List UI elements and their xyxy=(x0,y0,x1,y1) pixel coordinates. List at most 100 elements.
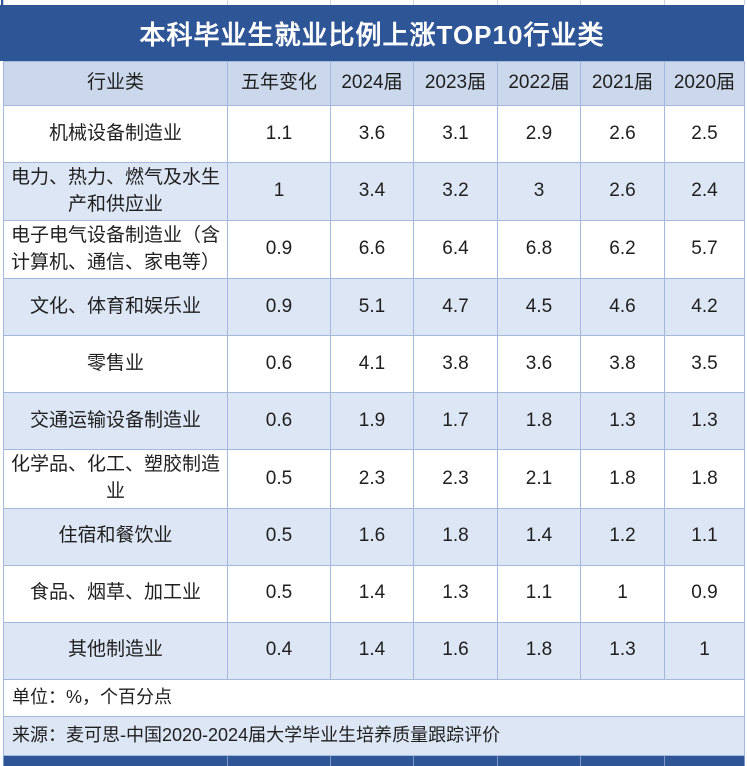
header-cell: 2024届 xyxy=(330,61,414,106)
value-cell: 0.9 xyxy=(664,564,745,623)
value-cell: 1.8 xyxy=(497,621,581,680)
value-cell: 1.4 xyxy=(330,621,414,680)
header-cell-industry: 行业类 xyxy=(3,61,228,106)
value-cell: 3.5 xyxy=(664,335,745,394)
value-cell: 0.5 xyxy=(227,449,331,509)
value-cell: 1 xyxy=(580,564,665,623)
value-cell: 2.6 xyxy=(580,105,665,163)
value-cell: 4.2 xyxy=(664,278,745,337)
value-cell: 3 xyxy=(497,161,581,222)
top-strip-gridline xyxy=(744,0,745,5)
value-cell: 3.4 xyxy=(330,161,414,222)
value-cell: 6.2 xyxy=(580,220,665,280)
bottom-bar-cell xyxy=(330,754,414,766)
value-cell: 2.5 xyxy=(664,105,745,163)
value-cell: 1.1 xyxy=(664,507,745,566)
header-cell: 2022届 xyxy=(497,61,581,106)
value-cell: 3.8 xyxy=(413,335,498,394)
value-cell: 1.8 xyxy=(497,392,581,451)
top-strip-gridline xyxy=(330,0,331,5)
top-left-corner-mark xyxy=(1,0,4,5)
table-body: 机械设备制造业 1.1 3.6 3.1 2.9 2.6 2.5 电力、热力、燃气及水生产和供应… xyxy=(3,105,745,680)
table-row: 电子电气设备制造业（含计算机、通信、家电等） 0.9 6.6 6.4 6.8 6.2 5.7 xyxy=(3,220,745,280)
value-cell: 1 xyxy=(664,621,745,680)
table-row: 化学品、化工、塑胶制造业 0.5 2.3 2.3 2.1 1.8 1.8 xyxy=(3,449,745,509)
value-cell: 1.7 xyxy=(413,392,498,451)
value-cell: 1.6 xyxy=(330,507,414,566)
value-cell: 2.6 xyxy=(580,161,665,222)
value-cell: 5.7 xyxy=(664,220,745,280)
value-cell: 1.1 xyxy=(227,105,331,163)
top-strip xyxy=(1,0,745,5)
value-cell: 1.3 xyxy=(664,392,745,451)
bottom-bar-cell xyxy=(664,754,745,766)
title-bar: 本科毕业生就业比例上涨TOP10行业类 xyxy=(0,5,744,61)
value-cell: 1.3 xyxy=(580,621,665,680)
value-cell: 1.2 xyxy=(580,507,665,566)
top-strip-gridline xyxy=(227,0,228,5)
row-label: 电子电气设备制造业（含计算机、通信、家电等） xyxy=(3,220,228,280)
top-strip-gridline xyxy=(664,0,665,5)
value-cell: 1.6 xyxy=(413,621,498,680)
value-cell: 5.1 xyxy=(330,278,414,337)
bottom-bar xyxy=(3,754,745,766)
value-cell: 6.4 xyxy=(413,220,498,280)
value-cell: 2.9 xyxy=(497,105,581,163)
top-strip-gridline xyxy=(3,0,4,5)
row-label: 零售业 xyxy=(3,335,228,394)
row-label: 交通运输设备制造业 xyxy=(3,392,228,451)
row-label: 机械设备制造业 xyxy=(3,105,228,163)
value-cell: 0.6 xyxy=(227,335,331,394)
value-cell: 6.6 xyxy=(330,220,414,280)
table-row: 文化、体育和娱乐业 0.9 5.1 4.7 4.5 4.6 4.2 xyxy=(3,278,745,337)
value-cell: 1.3 xyxy=(580,392,665,451)
top-strip-gridline xyxy=(580,0,581,5)
table-row: 交通运输设备制造业 0.6 1.9 1.7 1.8 1.3 1.3 xyxy=(3,392,745,451)
value-cell: 0.5 xyxy=(227,564,331,623)
value-cell: 0.9 xyxy=(227,278,331,337)
table-row: 住宿和餐饮业 0.5 1.6 1.8 1.4 1.2 1.1 xyxy=(3,507,745,566)
value-cell: 2.3 xyxy=(413,449,498,509)
value-cell: 1.4 xyxy=(497,507,581,566)
value-cell: 4.6 xyxy=(580,278,665,337)
value-cell: 1.8 xyxy=(664,449,745,509)
header-row: 行业类 五年变化 2024届 2023届 2022届 2021届 2020届 xyxy=(3,61,745,106)
row-label: 其他制造业 xyxy=(3,621,228,680)
value-cell: 2.4 xyxy=(664,161,745,222)
value-cell: 3.2 xyxy=(413,161,498,222)
row-label: 文化、体育和娱乐业 xyxy=(3,278,228,337)
value-cell: 1.3 xyxy=(413,564,498,623)
value-cell: 1.8 xyxy=(413,507,498,566)
top-strip-gridline xyxy=(497,0,498,5)
value-cell: 1.1 xyxy=(497,564,581,623)
value-cell: 0.9 xyxy=(227,220,331,280)
table-row: 食品、烟草、加工业 0.5 1.4 1.3 1.1 1 0.9 xyxy=(3,564,745,623)
value-cell: 1.4 xyxy=(330,564,414,623)
unit-note: 单位：%，个百分点 xyxy=(3,678,745,717)
bottom-bar-cell xyxy=(227,754,331,766)
header-cell: 五年变化 xyxy=(227,61,331,106)
row-label: 食品、烟草、加工业 xyxy=(3,564,228,623)
row-label: 电力、热力、燃气及水生产和供应业 xyxy=(3,161,228,222)
bottom-bar-cell xyxy=(413,754,498,766)
table-row: 其他制造业 0.4 1.4 1.6 1.8 1.3 1 xyxy=(3,621,745,680)
top-strip-gridline xyxy=(413,0,414,5)
table-row: 电力、热力、燃气及水生产和供应业 1 3.4 3.2 3 2.6 2.4 xyxy=(3,161,745,222)
row-label: 住宿和餐饮业 xyxy=(3,507,228,566)
source-note: 来源：麦可思-中国2020-2024届大学毕业生培养质量跟踪评价 xyxy=(3,715,745,756)
value-cell: 2.3 xyxy=(330,449,414,509)
value-cell: 1.9 xyxy=(330,392,414,451)
table-row: 零售业 0.6 4.1 3.8 3.6 3.8 3.5 xyxy=(3,335,745,394)
industry-table: 行业类 五年变化 2024届 2023届 2022届 2021届 2020届 机械设备制造业… xyxy=(3,61,745,766)
bottom-bar-cell xyxy=(497,754,581,766)
value-cell: 0.4 xyxy=(227,621,331,680)
source-row: 来源：麦可思-中国2020-2024届大学毕业生培养质量跟踪评价 xyxy=(3,715,745,756)
value-cell: 4.5 xyxy=(497,278,581,337)
table-row: 机械设备制造业 1.1 3.6 3.1 2.9 2.6 2.5 xyxy=(3,105,745,163)
header-cell: 2020届 xyxy=(664,61,745,106)
value-cell: 3.6 xyxy=(497,335,581,394)
value-cell: 0.6 xyxy=(227,392,331,451)
value-cell: 1 xyxy=(227,161,331,222)
value-cell: 3.8 xyxy=(580,335,665,394)
